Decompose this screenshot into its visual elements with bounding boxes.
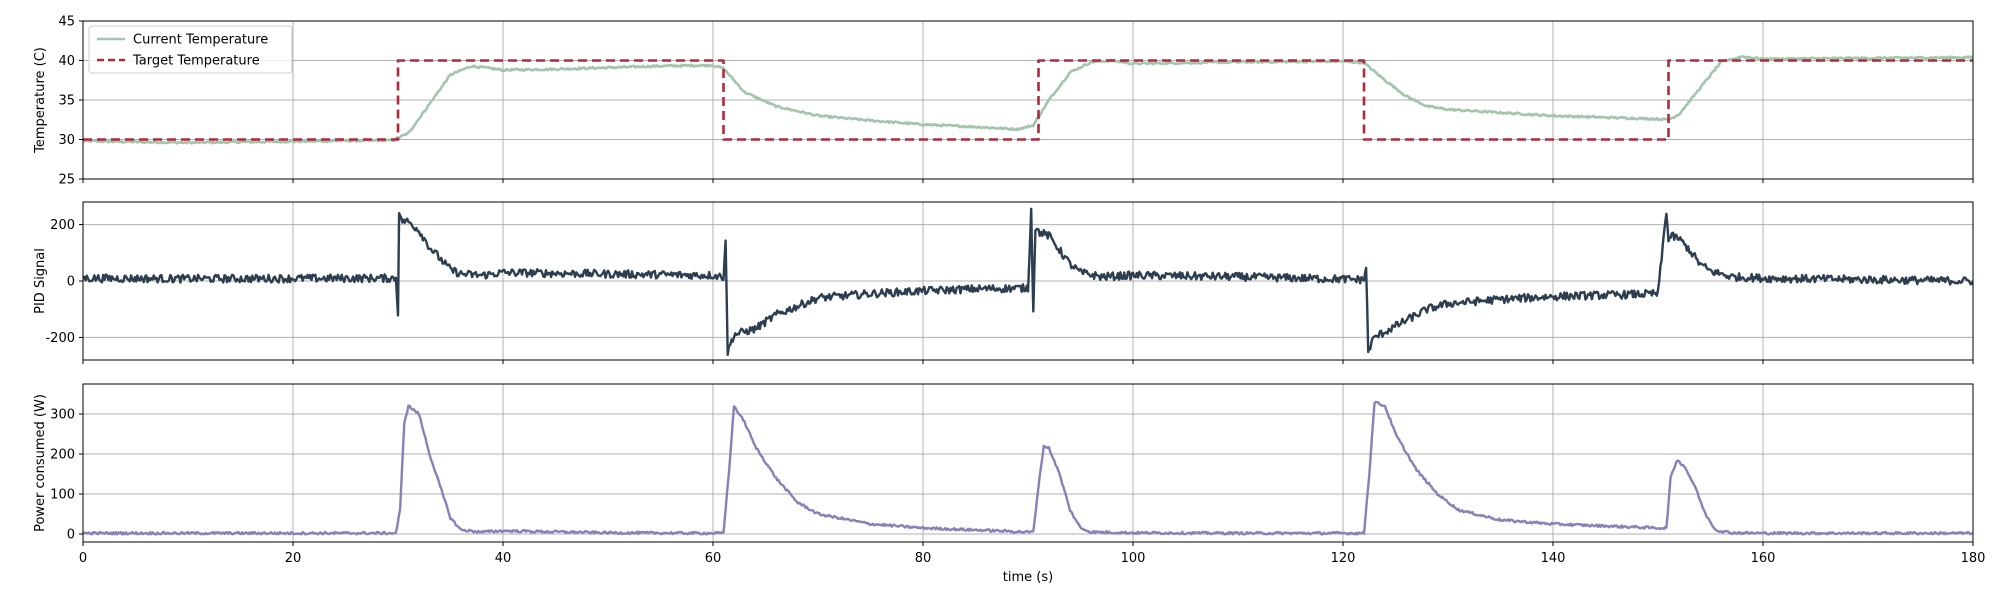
y-tick-label: 300 [50, 408, 75, 423]
y-tick-label: 200 [50, 218, 75, 233]
x-tick-label: 160 [1751, 551, 1776, 566]
y-tick-label: -200 [45, 331, 75, 346]
y-tick-label: 200 [50, 448, 75, 463]
series-line-pid-0 [83, 207, 1973, 356]
x-tick-label: 120 [1331, 551, 1356, 566]
y-axis-label: Power consumed (W) [33, 394, 48, 532]
y-tick-label: 35 [58, 94, 75, 109]
series-line-target-temperature [83, 59, 1973, 141]
series-line-power-0 [83, 400, 1973, 536]
x-tick-label: 100 [1121, 551, 1146, 566]
x-tick-label: 180 [1961, 551, 1986, 566]
x-tick-label: 80 [915, 551, 932, 566]
legend-entry: Current Temperature [133, 33, 268, 48]
legend-box [88, 25, 293, 74]
legend: Current Temperature Target Temperature [88, 25, 293, 74]
x-tick-label: 40 [495, 551, 512, 566]
y-tick-label: 100 [50, 488, 75, 503]
y-tick-label: 45 [58, 15, 75, 30]
y-tick-label: 25 [58, 173, 75, 188]
panel-power: 0 100 200 300 0 20 40 60 80 100 120 140 160 180 Power … [33, 383, 1986, 585]
x-tick-label: 60 [705, 551, 722, 566]
y-tick-label: 0 [67, 528, 75, 543]
y-tick-label: 40 [58, 54, 75, 69]
y-tick-label: 0 [67, 275, 75, 290]
x-axis-label: time (s) [1003, 570, 1053, 585]
legend-entry: Target Temperature [132, 54, 260, 69]
x-tick-label: 20 [285, 551, 302, 566]
x-tick-label: 140 [1541, 551, 1566, 566]
x-tick-label: 0 [79, 551, 87, 566]
y-axis-label: PID Signal [33, 248, 48, 314]
y-axis-label: Temperature (C) [33, 47, 48, 154]
panel-temperature: 25 30 35 40 45 Temperature (C) Current Tempera… [33, 15, 1974, 188]
y-tick-label: 30 [58, 133, 75, 148]
plot-frame [82, 383, 1974, 543]
chart-panels: 25 30 35 40 45 Temperature (C) Current Tempera… [33, 15, 1985, 586]
